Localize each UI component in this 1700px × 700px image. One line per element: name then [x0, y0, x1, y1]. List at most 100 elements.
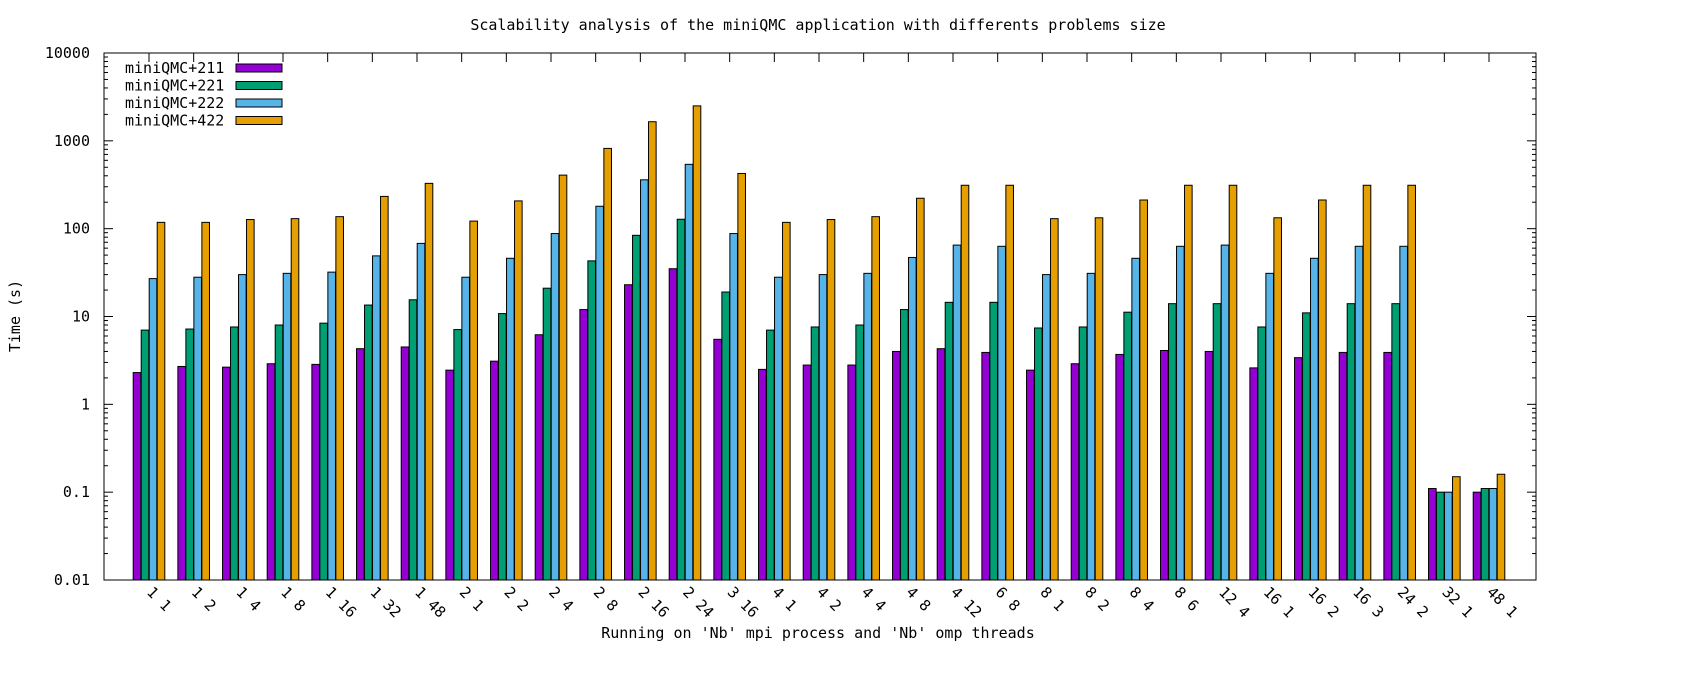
bar	[802, 364, 812, 581]
x-tick-label: 4 4	[858, 583, 890, 615]
bar	[1294, 357, 1303, 581]
bar	[1050, 218, 1059, 581]
bar	[624, 284, 633, 581]
bar	[676, 218, 686, 581]
x-tick-label: 4 1	[769, 583, 801, 615]
bar	[936, 348, 946, 581]
bar	[1115, 353, 1124, 581]
bar	[327, 271, 336, 581]
x-tick-label: 2 4	[545, 583, 577, 615]
bar	[1026, 369, 1035, 581]
bar	[944, 301, 954, 581]
bar	[222, 366, 231, 581]
bar	[908, 256, 917, 581]
bar	[1257, 326, 1266, 581]
bar	[1346, 303, 1356, 581]
x-tick-label: 1 32	[367, 583, 405, 621]
bar	[721, 291, 730, 581]
bar	[400, 346, 410, 581]
x-tick-label: 1 2	[188, 583, 220, 615]
legend-label: miniQMC+211	[125, 59, 224, 77]
bar	[632, 234, 641, 581]
bar	[1273, 217, 1282, 581]
bar	[558, 174, 568, 581]
bar	[542, 287, 552, 581]
x-tick-label: 1 8	[277, 583, 309, 615]
bar	[1042, 274, 1051, 581]
bar	[1383, 351, 1392, 581]
bar	[863, 272, 872, 581]
bar	[855, 324, 864, 581]
bar	[713, 338, 722, 581]
x-tick-label: 8 6	[1171, 583, 1203, 615]
bar	[810, 326, 820, 581]
bar	[774, 276, 783, 581]
x-tick-label: 32 1	[1439, 583, 1477, 621]
bar	[684, 163, 694, 581]
legend-swatch	[235, 81, 283, 90]
x-tick-label: 16 3	[1349, 583, 1387, 621]
bar	[1078, 326, 1088, 581]
bar	[668, 268, 678, 581]
bar	[981, 351, 990, 581]
bar	[148, 278, 158, 581]
x-tick-label: 2 2	[501, 583, 533, 615]
bar	[1407, 184, 1416, 581]
y-tick-label: 10000	[45, 44, 90, 62]
y-tick-label: 0.1	[63, 483, 90, 501]
bar	[1310, 257, 1319, 581]
bar	[892, 350, 901, 581]
y-tick-label: 1	[81, 395, 90, 413]
bar	[469, 220, 478, 581]
bar	[1212, 303, 1222, 581]
x-tick-label: 3 16	[724, 583, 762, 621]
bar	[1496, 473, 1506, 581]
bar	[1399, 245, 1408, 581]
bar	[1070, 363, 1080, 581]
x-tick-label: 2 1	[456, 583, 488, 615]
bar	[997, 245, 1006, 581]
x-tick-label: 1 1	[143, 583, 175, 615]
bar	[445, 369, 454, 581]
y-axis-label: Time (s)	[6, 280, 24, 352]
x-tick-label: 24 2	[1394, 583, 1432, 621]
legend: miniQMC+211miniQMC+221miniQMC+222miniQMC…	[125, 59, 283, 130]
bar	[156, 221, 166, 581]
bar	[550, 233, 560, 581]
legend-swatch	[235, 98, 283, 108]
bar	[1094, 217, 1104, 581]
bar	[1428, 488, 1437, 581]
bar	[498, 313, 507, 581]
bar	[1472, 491, 1482, 581]
bar	[1168, 303, 1177, 581]
bar	[1480, 488, 1490, 581]
bar	[246, 219, 255, 581]
x-tick-label: 8 4	[1126, 583, 1158, 615]
bar	[847, 364, 856, 581]
bar	[461, 276, 470, 581]
y-tick-label: 10	[72, 308, 90, 326]
bar	[266, 363, 276, 581]
bar	[453, 329, 462, 581]
bar	[603, 147, 612, 581]
bar	[640, 179, 649, 581]
x-tick-label: 1 48	[411, 583, 449, 621]
bar	[1318, 199, 1327, 581]
x-tick-label: 8 1	[1037, 583, 1069, 615]
bar	[900, 309, 909, 581]
legend-label: miniQMC+422	[125, 112, 224, 130]
bar	[1139, 199, 1148, 581]
bar	[1184, 184, 1193, 581]
x-tick-label: 1 4	[233, 583, 265, 615]
bar	[648, 121, 657, 581]
bar	[782, 221, 791, 581]
bar	[1176, 245, 1185, 581]
bar	[534, 334, 544, 581]
bar	[818, 274, 828, 581]
x-tick-label: 48 1	[1483, 583, 1521, 621]
bar	[1034, 327, 1043, 581]
bar	[729, 233, 738, 581]
bar	[989, 301, 998, 581]
bar	[132, 372, 142, 581]
x-tick-label: 4 2	[813, 583, 845, 615]
